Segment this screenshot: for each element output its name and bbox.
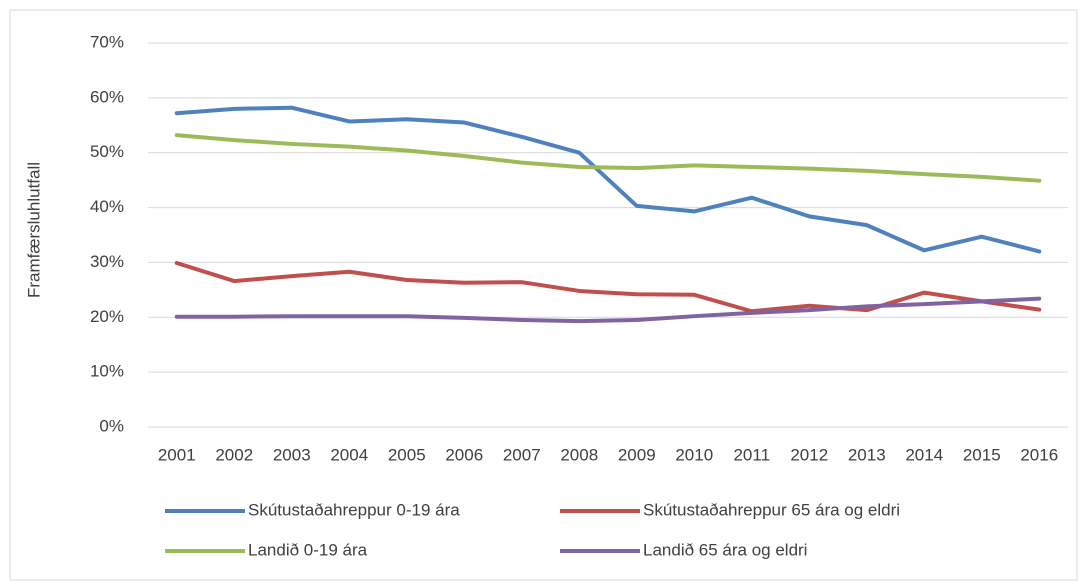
y-tick-label: 10%	[90, 362, 124, 381]
line-series	[174, 296, 1042, 324]
x-tick-label: 2014	[905, 445, 943, 464]
x-tick-label: 2008	[560, 445, 598, 464]
line-series	[174, 105, 1042, 254]
y-tick-label: 60%	[90, 87, 124, 106]
x-tick-label: 2012	[790, 445, 828, 464]
x-tick-label: 2004	[330, 445, 368, 464]
legend-label: Landið 0-19 ára	[248, 540, 368, 559]
legend-label: Skútustaðahreppur 65 ára og eldri	[643, 500, 900, 519]
legend-label: Skútustaðahreppur 0-19 ára	[248, 500, 460, 519]
x-tick-label: 2007	[503, 445, 541, 464]
x-tick-label: 2002	[215, 445, 253, 464]
y-tick-label: 20%	[90, 307, 124, 326]
x-tick-label: 2005	[388, 445, 426, 464]
line-series	[174, 133, 1042, 183]
legend-label: Landið 65 ára og eldri	[643, 540, 807, 559]
x-tick-label: 2016	[1020, 445, 1058, 464]
x-tick-label: 2011	[733, 445, 770, 464]
x-tick-label: 2015	[963, 445, 1001, 464]
y-tick-label: 40%	[90, 197, 124, 216]
x-tick-label: 2013	[848, 445, 886, 464]
x-tick-label: 2009	[618, 445, 656, 464]
chart-border	[9, 9, 1078, 581]
y-tick-label: 30%	[90, 252, 124, 271]
line-series	[174, 260, 1042, 314]
x-tick-label: 2001	[158, 445, 196, 464]
x-tick-label: 2010	[675, 445, 713, 464]
x-tick-label: 2006	[445, 445, 483, 464]
y-tick-label: 70%	[90, 32, 124, 51]
x-tick-label: 2003	[273, 445, 311, 464]
y-tick-label: 0%	[99, 416, 124, 435]
y-axis-label: Framfærsluhlutfall	[24, 162, 43, 298]
y-tick-label: 50%	[90, 142, 124, 161]
